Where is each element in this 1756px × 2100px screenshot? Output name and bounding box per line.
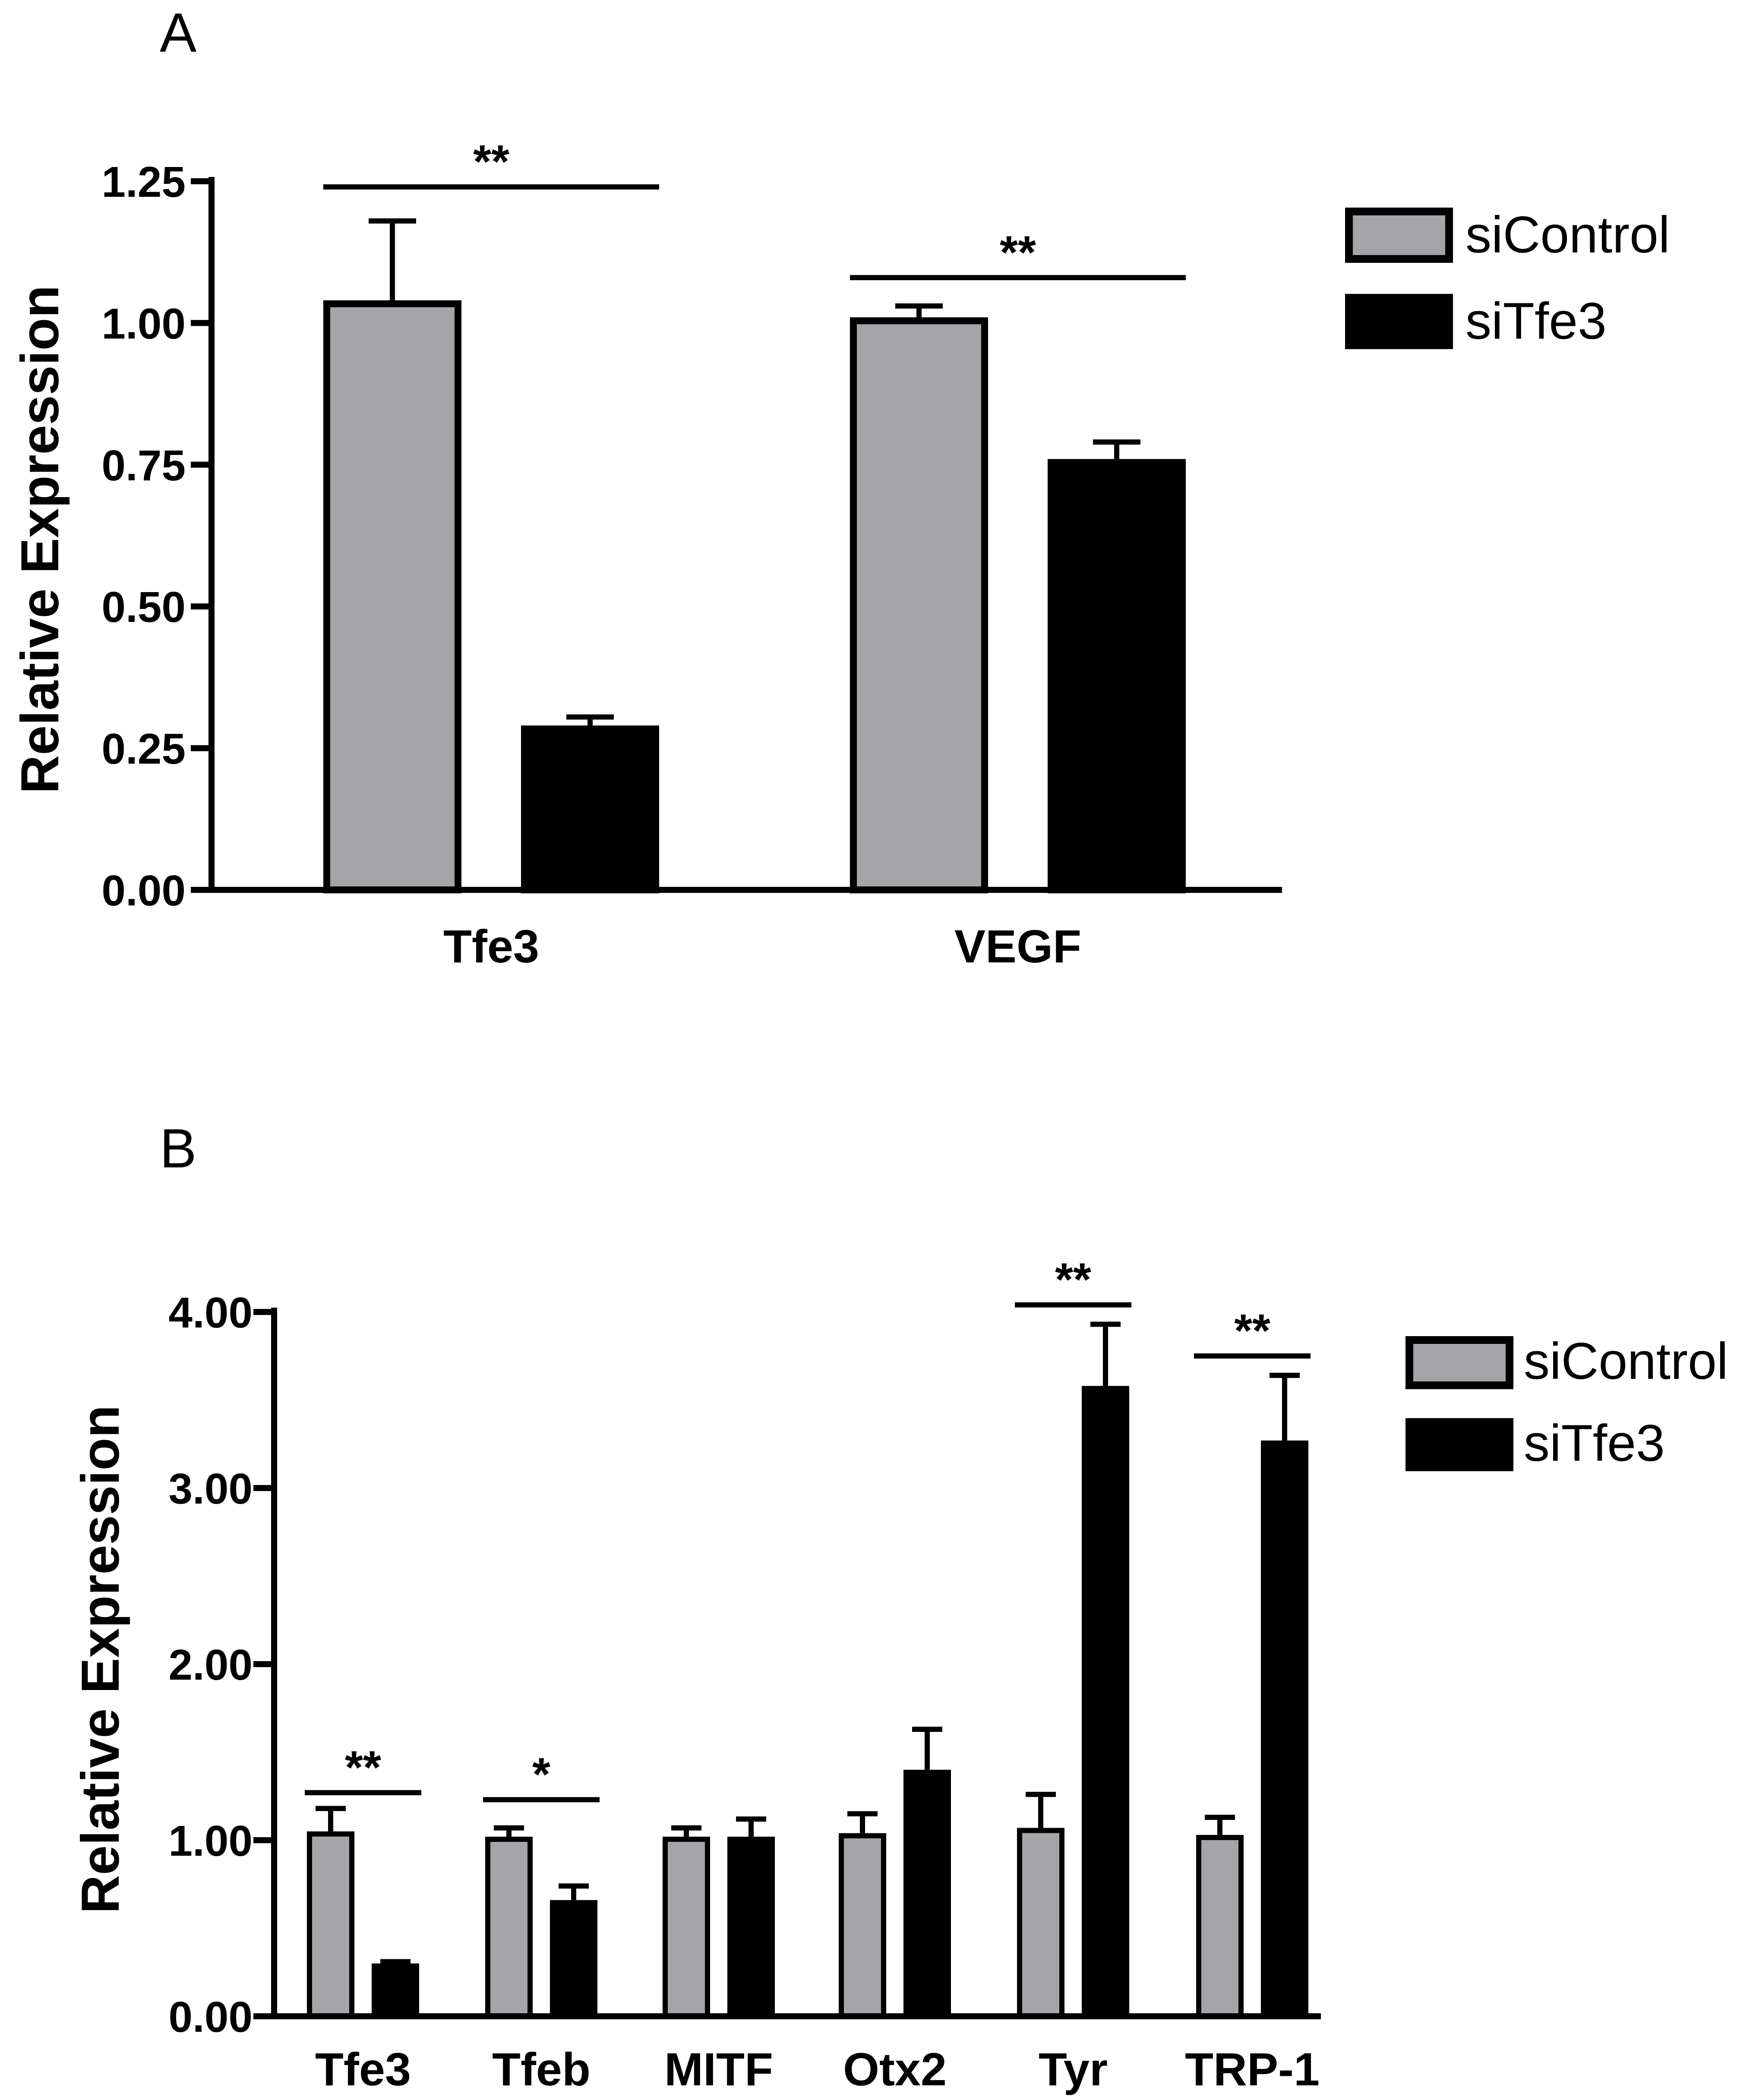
category-label-tyr: Tyr <box>1039 2043 1108 2095</box>
significance-label: * <box>532 1748 550 1800</box>
category-label-trp-1: TRP-1 <box>1185 2043 1320 2095</box>
bar-tfeb-sicontrol <box>485 1836 533 2019</box>
bar-tyr-sitfe3 <box>1082 1386 1129 2019</box>
bar-tfe3-sicontrol <box>307 1831 354 2019</box>
bar-mitf-sicontrol <box>663 1836 710 2019</box>
panel-b-legend-label-sitfe3: siTfe3 <box>1524 1414 1665 1472</box>
panel-a-legend-swatch-sicontrol <box>1345 208 1453 263</box>
panel-b-bars <box>307 1321 1308 2019</box>
significance-label: ** <box>1055 1253 1091 1305</box>
bar-vegf-sitfe3 <box>1048 459 1186 893</box>
panel-b-significance: ** ***** <box>305 1253 1311 1803</box>
panel-b-category-labels: Tfe3 Tfeb MITF Otx2 Tyr TRP-1 <box>315 2043 1320 2095</box>
bar-tfe3-sicontrol <box>323 300 461 894</box>
panel-b-legend: siControl siTfe3 <box>1405 1332 1728 1472</box>
panel-a-letter: A <box>160 2 197 64</box>
y-tick-label: 1.00 <box>101 300 186 348</box>
panel-a-y-ticks: 0.00 0.25 0.50 0.75 1.00 1.25 <box>101 158 212 915</box>
panel-a-legend-swatch-sitfe3 <box>1345 294 1453 349</box>
category-label-otx2: Otx2 <box>843 2043 947 2095</box>
y-tick-label: 0.75 <box>101 441 186 490</box>
panel-a-significance: ** ** <box>323 135 1186 281</box>
bar-trp-1-sicontrol <box>1196 1835 1244 2019</box>
y-tick-label: 4.00 <box>168 1289 253 1337</box>
y-tick-label: 0.25 <box>101 725 186 773</box>
panel-a-bars <box>323 218 1186 894</box>
bar-trp-1-sitfe3 <box>1261 1440 1308 2019</box>
category-label-tfeb: Tfeb <box>492 2043 591 2095</box>
significance-label: ** <box>1000 226 1036 278</box>
category-label-vegf: VEGF <box>954 920 1081 972</box>
y-tick-label: 1.25 <box>101 158 186 206</box>
y-tick-label: 0.00 <box>168 1993 253 2041</box>
panel-b-legend-swatch-sicontrol <box>1405 1336 1513 1389</box>
panel-b-legend-swatch-sitfe3 <box>1405 1418 1513 1471</box>
panel-a-y-axis-title: Relative Expression <box>10 285 70 794</box>
panel-b-legend-label-sicontrol: siControl <box>1524 1332 1728 1390</box>
y-tick-label: 3.00 <box>168 1465 253 1513</box>
panel-a-legend: siControl siTfe3 <box>1345 206 1670 350</box>
bar-tyr-sicontrol <box>1017 1828 1064 2019</box>
panel-b-y-ticks: 0.00 1.00 2.00 3.00 4.00 <box>168 1289 274 2041</box>
panel-a-category-labels: Tfe3 VEGF <box>443 920 1081 972</box>
panel-a-legend-label-sicontrol: siControl <box>1465 206 1670 264</box>
y-tick-label: 0.00 <box>101 867 186 915</box>
bar-tfe3-sitfe3 <box>372 1963 419 2019</box>
significance-label: ** <box>1234 1304 1270 1356</box>
panel-b-y-axis-title: Relative Expression <box>71 1405 130 1914</box>
bar-mitf-sitfe3 <box>727 1836 775 2019</box>
y-tick-label: 2.00 <box>168 1641 253 1689</box>
panel-a: A Relative Expression 0.00 0.25 0.50 0.75 1.… <box>10 2 1670 972</box>
category-label-tfe3: Tfe3 <box>315 2043 411 2095</box>
bar-tfe3-sitfe3 <box>521 725 659 894</box>
bar-vegf-sicontrol <box>850 317 988 893</box>
bar-otx2-sicontrol <box>839 1833 886 2019</box>
category-label-tfe3: Tfe3 <box>443 920 539 972</box>
y-tick-label: 0.50 <box>101 583 186 631</box>
y-tick-label: 1.00 <box>168 1817 253 1865</box>
category-label-mitf: MITF <box>664 2043 773 2095</box>
panel-b: B Relative Expression 0.00 1.00 2.00 3.00 4.… <box>71 1118 1728 2095</box>
bar-otx2-sitfe3 <box>903 1769 951 2019</box>
significance-label: ** <box>345 1741 381 1793</box>
significance-label: ** <box>473 135 509 187</box>
panel-a-legend-label-sitfe3: siTfe3 <box>1465 292 1607 350</box>
panel-b-letter: B <box>160 1118 196 1179</box>
bar-tfeb-sitfe3 <box>550 1900 597 2019</box>
